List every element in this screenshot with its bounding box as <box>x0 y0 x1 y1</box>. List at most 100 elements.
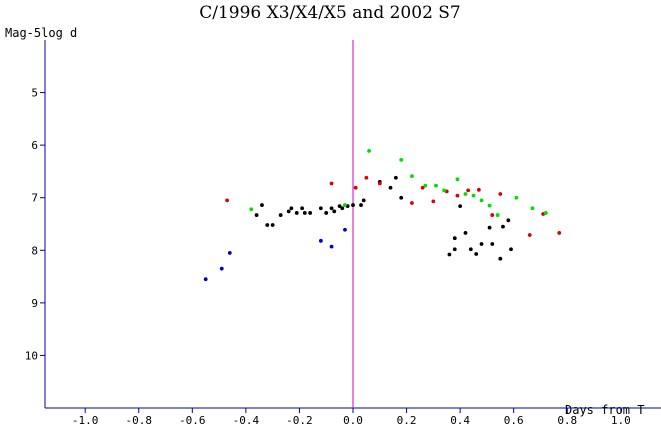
x-tick-label: 0.4 <box>450 414 470 427</box>
data-point <box>495 213 500 217</box>
chart-title: C/1996 X3/X4/X5 and 2002 S7 <box>199 3 461 23</box>
data-point <box>434 183 438 188</box>
data-point <box>410 201 414 205</box>
data-point <box>463 192 468 196</box>
data-point <box>530 206 535 211</box>
y-tick-label: 8 <box>31 244 38 257</box>
data-point <box>487 225 492 230</box>
data-point <box>367 149 371 153</box>
data-point <box>479 198 484 203</box>
y-tick-label: 7 <box>31 192 38 205</box>
data-point <box>498 256 503 261</box>
data-point <box>498 192 503 196</box>
data-point <box>501 224 505 229</box>
data-point <box>377 181 382 186</box>
y-tick-label: 10 <box>25 349 38 362</box>
x-axis-ticks: -1.0 -0.8 -0.6 -0.4 -0.2 0.0 0.2 0.4 0.6 0.8 1.0 <box>72 408 631 427</box>
data-point <box>527 233 532 237</box>
data-point <box>270 223 275 227</box>
x-tick-label: -0.2 <box>286 414 313 427</box>
data-point <box>219 266 224 271</box>
data-point <box>509 247 513 252</box>
data-point <box>514 195 519 200</box>
y-tick-label: 6 <box>31 139 38 152</box>
data-point <box>289 206 294 211</box>
data-point <box>329 206 334 211</box>
data-point <box>557 231 562 235</box>
data-point <box>420 185 425 190</box>
data-point <box>479 242 484 246</box>
data-point <box>442 188 446 193</box>
data-point <box>351 203 355 207</box>
data-point <box>308 211 313 215</box>
data-point <box>423 183 428 188</box>
data-point <box>359 203 363 207</box>
data-point <box>318 238 323 243</box>
data-point <box>265 223 270 227</box>
x-tick-label: -0.8 <box>125 414 152 427</box>
data-point <box>431 199 436 204</box>
data-point <box>506 218 511 223</box>
data-point <box>463 231 468 235</box>
data-point <box>353 185 358 190</box>
data-point <box>340 206 345 211</box>
data-point <box>337 204 342 209</box>
data-point <box>260 203 264 207</box>
data-point <box>318 206 323 211</box>
x-tick-label: 0.6 <box>504 414 524 427</box>
data-point <box>490 213 495 217</box>
data-point <box>324 211 329 215</box>
data-point <box>452 247 457 252</box>
data-point <box>249 207 254 212</box>
data-point <box>543 211 548 215</box>
data-point <box>468 247 473 252</box>
data-point <box>458 204 463 209</box>
data-point <box>286 209 291 214</box>
data-point <box>487 203 492 208</box>
x-tick-label: -0.4 <box>233 414 260 427</box>
x-tick-label: 0.2 <box>397 414 417 427</box>
data-point <box>302 211 307 215</box>
y-axis-label: Mag-5log d <box>5 26 77 40</box>
data-point <box>227 251 232 255</box>
data-point <box>447 252 452 257</box>
data-point <box>329 244 334 249</box>
data-point <box>203 277 208 282</box>
data-point <box>364 175 369 180</box>
data-point <box>329 181 334 186</box>
data-point <box>343 227 347 232</box>
x-tick-label: 0.8 <box>557 414 577 427</box>
y-tick-label: 5 <box>31 87 38 100</box>
data-point <box>455 193 460 198</box>
data-point <box>466 188 471 193</box>
x-tick-label: -1.0 <box>72 414 99 427</box>
data-point <box>399 157 404 162</box>
data-point <box>471 193 476 198</box>
data-point <box>455 177 460 182</box>
data-point <box>361 198 366 203</box>
x-axis-label: Days from T <box>565 403 644 417</box>
x-tick-label: -0.6 <box>179 414 206 427</box>
x-tick-label: 0.0 <box>343 414 363 427</box>
data-point <box>399 195 404 200</box>
data-point <box>393 175 398 180</box>
data-point <box>294 211 299 215</box>
data-point <box>332 209 337 214</box>
data-point <box>490 242 495 246</box>
data-point <box>452 236 457 241</box>
data-point <box>300 206 305 211</box>
data-points <box>203 149 562 282</box>
data-point <box>278 213 283 217</box>
y-axis-ticks: 5 6 7 8 9 10 <box>25 87 45 362</box>
data-point <box>476 187 481 192</box>
data-point <box>388 185 393 190</box>
x-tick-label: 1.0 <box>611 414 631 427</box>
data-point <box>410 174 414 179</box>
axes <box>44 40 661 409</box>
data-point <box>254 213 259 217</box>
data-point <box>474 252 479 256</box>
y-tick-label: 9 <box>31 297 38 310</box>
data-point <box>225 198 230 203</box>
data-point <box>343 203 347 207</box>
